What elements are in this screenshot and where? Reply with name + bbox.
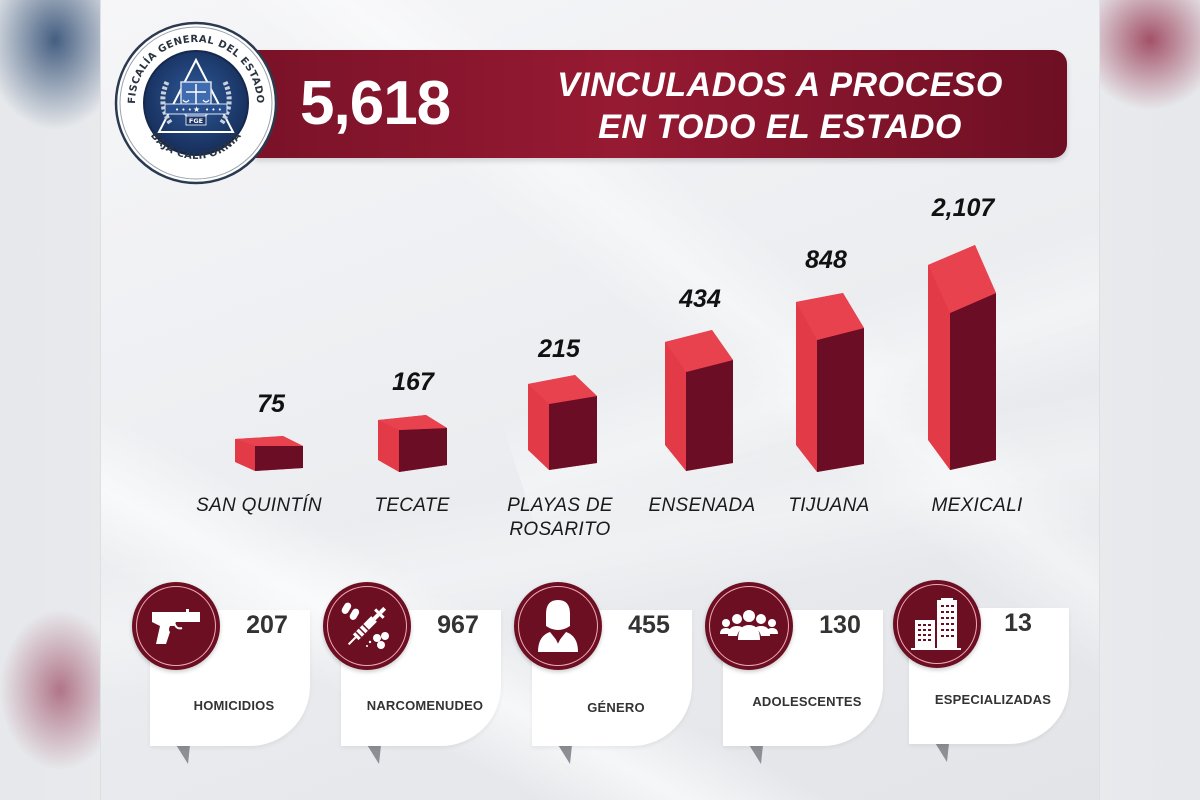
bar-label: ENSENADA bbox=[648, 495, 756, 516]
bar-value: 75 bbox=[257, 390, 285, 418]
card-icon-circle bbox=[323, 582, 411, 670]
card-icon-circle bbox=[132, 582, 220, 670]
category-label: HOMICIDIOS bbox=[193, 698, 275, 713]
page-title: VINCULADOS A PROCESO EN TODO EL ESTADO bbox=[500, 64, 1060, 148]
category-card-homicidios: 207 HOMICIDIOS bbox=[132, 582, 320, 778]
category-count: 13 bbox=[1004, 609, 1032, 637]
bar-value: 848 bbox=[805, 246, 847, 274]
woman-icon bbox=[538, 600, 578, 652]
category-count: 967 bbox=[437, 611, 479, 639]
bar-value: 434 bbox=[679, 285, 721, 313]
syringe-pills-icon bbox=[341, 602, 389, 649]
category-count: 207 bbox=[246, 611, 288, 639]
svg-text:• • •: • • • bbox=[205, 106, 222, 114]
category-count: 455 bbox=[628, 611, 670, 639]
category-label: ESPECIALIZADAS bbox=[934, 692, 1052, 707]
bar-label: TIJUANA bbox=[788, 495, 870, 516]
svg-text:• • •: • • • bbox=[175, 106, 192, 114]
group-icon bbox=[720, 610, 778, 640]
fge-logo-icon: FISCALÍA GENERAL DEL ESTADO BAJA CALIFOR… bbox=[114, 21, 278, 185]
category-card-adolescentes: 130 ADOLESCENTES bbox=[705, 582, 893, 778]
bar-label: MEXICALI bbox=[931, 495, 1023, 516]
title-line-1: VINCULADOS A PROCESO bbox=[557, 66, 1003, 104]
category-card-genero: 455 GÉNERO bbox=[514, 582, 702, 778]
category-card-especializadas: 13 ESPECIALIZADAS bbox=[893, 580, 1079, 776]
total-count: 5,618 bbox=[300, 69, 451, 138]
svg-text:FGE: FGE bbox=[189, 117, 203, 125]
card-icon-circle bbox=[514, 582, 602, 670]
category-label: GÉNERO bbox=[587, 700, 645, 715]
card-icon-circle bbox=[705, 582, 793, 670]
header-banner bbox=[255, 50, 1067, 158]
category-count: 130 bbox=[819, 611, 861, 639]
bar-value: 215 bbox=[538, 335, 580, 363]
category-card-narcomenudeo: 967 NARCOMENUDEO bbox=[323, 582, 511, 778]
bar-label: TECATE bbox=[374, 495, 450, 516]
svg-text:★: ★ bbox=[193, 105, 200, 114]
bar-label: SAN QUINTÍN bbox=[196, 495, 322, 516]
title-line-2: EN TODO EL ESTADO bbox=[598, 108, 962, 146]
category-label: NARCOMENUDEO bbox=[366, 698, 484, 713]
category-label: ADOLESCENTES bbox=[752, 694, 862, 709]
buildings-icon bbox=[911, 598, 961, 650]
bar-value: 2,107 bbox=[931, 194, 995, 222]
card-icon-circle bbox=[893, 580, 981, 668]
pistol-icon bbox=[152, 609, 200, 644]
bar-label: PLAYAS DE ROSARITO bbox=[507, 495, 613, 540]
bar-value: 167 bbox=[392, 368, 434, 396]
